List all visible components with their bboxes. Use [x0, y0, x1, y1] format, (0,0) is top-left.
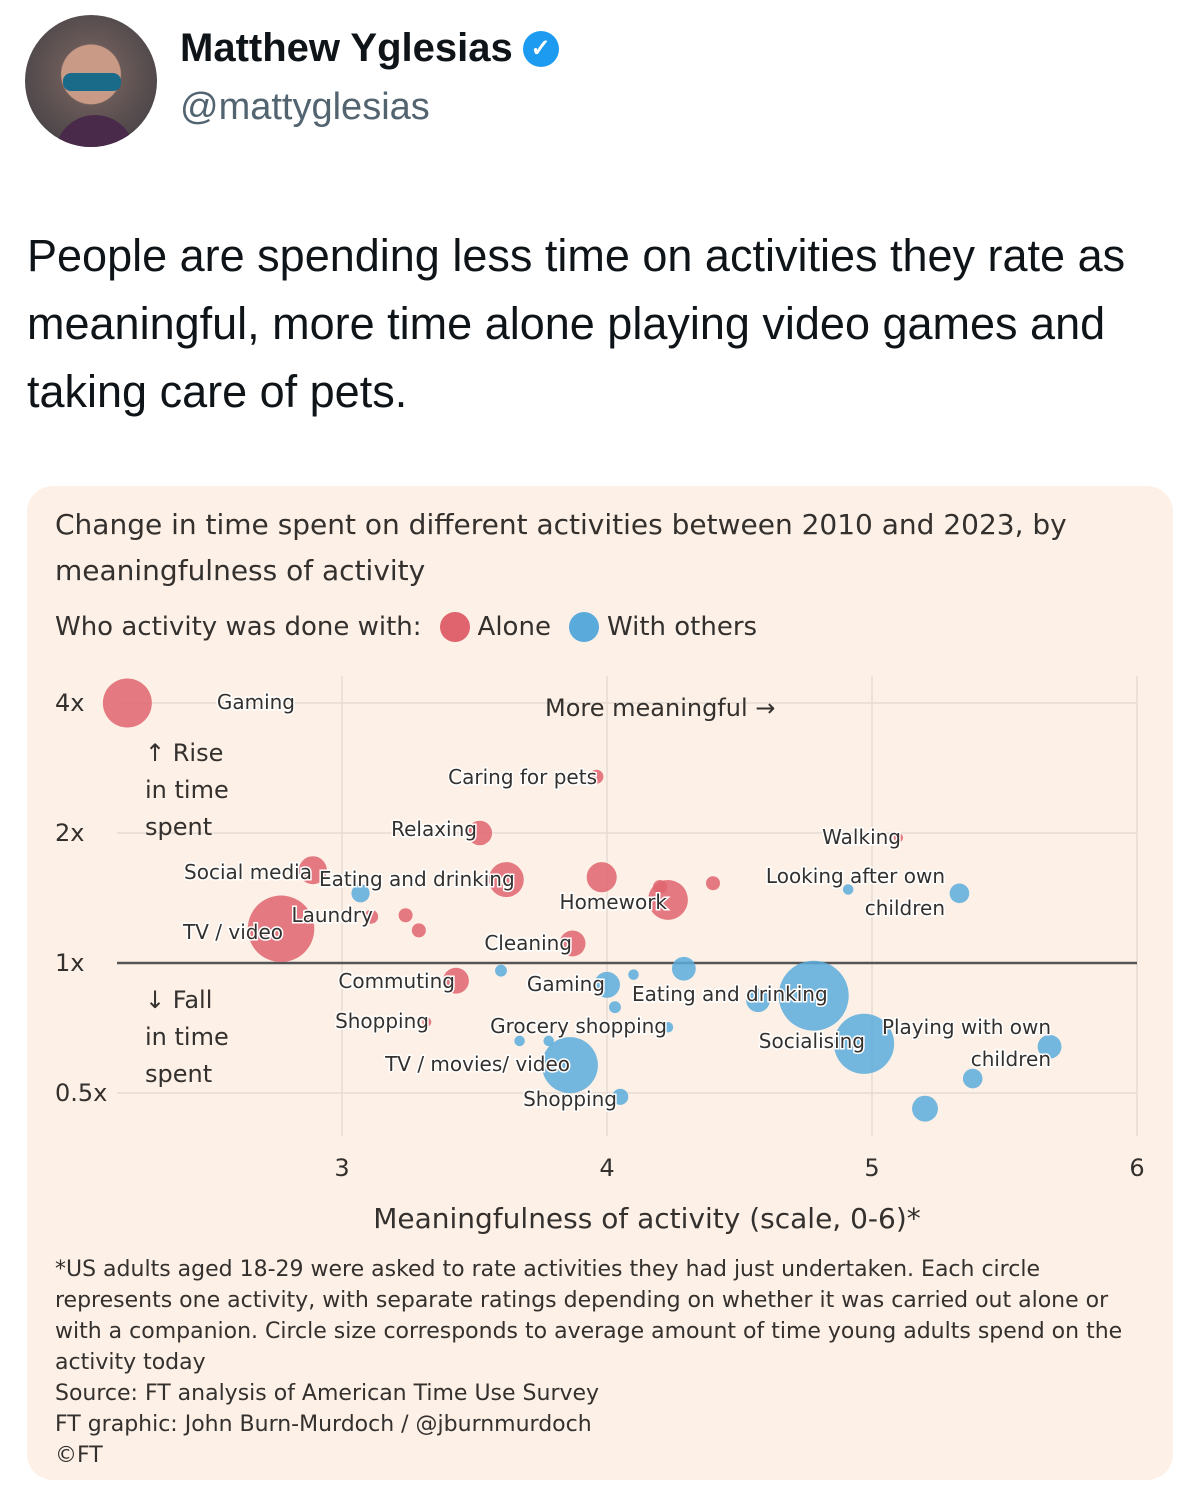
- data-point-with-others: [671, 956, 696, 981]
- data-point-alone: [102, 678, 152, 728]
- data-point-alone: [488, 862, 524, 898]
- data-label: Playing with own: [882, 1015, 1051, 1039]
- annotation-rise: in time: [145, 776, 229, 804]
- data-point-alone: [247, 895, 315, 963]
- data-point-with-others: [541, 1037, 598, 1094]
- annotation-fall: in time: [145, 1023, 229, 1051]
- data-label: Grocery shopping: [490, 1014, 667, 1038]
- chart-title: Change in time spent on different activi…: [55, 508, 1067, 587]
- data-point-with-others: [612, 1088, 629, 1105]
- annotation-more-meaningful: More meaningful →: [545, 694, 775, 722]
- data-point-with-others: [746, 988, 770, 1013]
- legend: Who activity was done with: Alone With o…: [55, 612, 757, 642]
- data-point-with-others: [514, 1035, 525, 1047]
- data-point-alone: [298, 856, 327, 885]
- data-point-with-others: [662, 1021, 674, 1033]
- author-name-text[interactable]: Matthew Yglesias: [180, 26, 513, 70]
- x-tick-label: 6: [1129, 1154, 1144, 1182]
- legend-alone: Alone: [477, 612, 551, 642]
- legend-others: With others: [606, 612, 758, 642]
- data-point-with-others: [594, 971, 620, 998]
- legend-others-swatch: [568, 612, 599, 642]
- data-point-alone: [467, 820, 493, 846]
- data-label: Eating and drinking: [632, 982, 828, 1006]
- data-label: Commuting: [338, 969, 455, 993]
- data-point-alone: [411, 923, 426, 938]
- avatar[interactable]: [25, 15, 157, 147]
- data-point-alone: [893, 833, 904, 843]
- data-point-alone: [706, 876, 720, 891]
- tweet-text: People are spending less time on activit…: [27, 230, 1126, 417]
- data-point-with-others: [949, 883, 970, 904]
- legend-label: Who activity was done with:: [55, 612, 422, 642]
- data-label: Shopping: [523, 1087, 617, 1111]
- data-label: Relaxing: [391, 817, 477, 841]
- data-label: Walking: [822, 825, 901, 849]
- data-point-with-others: [495, 964, 507, 977]
- data-point-with-others: [543, 1035, 554, 1047]
- data-label: Eating and drinking: [319, 867, 515, 891]
- author-handle[interactable]: @mattyglesias: [180, 86, 430, 128]
- shirt: [55, 115, 135, 147]
- data-point-with-others: [351, 884, 370, 903]
- credit: FT graphic: John Burn-Murdoch / @jburnmu…: [55, 1412, 592, 1437]
- sunglasses: [63, 73, 121, 91]
- y-tick-label: 2x: [55, 819, 84, 847]
- data-point-alone: [422, 1017, 432, 1027]
- y-tick-label: 4x: [55, 689, 84, 717]
- data-point-with-others: [912, 1095, 938, 1122]
- data-point-with-others: [628, 969, 639, 980]
- data-label: Shopping: [335, 1009, 429, 1033]
- data-label: Social media: [184, 860, 312, 884]
- data-point-alone: [586, 862, 617, 893]
- data-label: Gaming: [527, 972, 605, 996]
- annotation-fall: spent: [145, 1060, 212, 1088]
- data-label: Homework: [560, 890, 668, 914]
- data-point-with-others: [609, 1001, 621, 1014]
- data-point-with-others: [1037, 1034, 1062, 1059]
- copyright: ©FT: [55, 1443, 103, 1468]
- annotation-rise: ↑ Rise: [145, 739, 223, 767]
- data-label: children: [971, 1047, 1051, 1071]
- x-axis-title: Meaningfulness of activity (scale, 0-6)*: [373, 1202, 921, 1235]
- data-point-with-others: [842, 884, 854, 895]
- data-point-with-others: [833, 1013, 895, 1074]
- data-label: Laundry: [291, 903, 373, 927]
- data-label: Looking after own: [766, 864, 945, 888]
- data-label: TV / movies/ video: [384, 1052, 570, 1076]
- data-label: Caring for pets: [448, 765, 597, 789]
- footnote: *US adults aged 18-29 were asked to rate…: [55, 1257, 1123, 1375]
- data-label: children: [865, 896, 945, 920]
- scatter-plot: 3 4 5 6 4x 2x 1x 0.5x Meaningfulness of activity…: [55, 676, 1145, 1235]
- data-point-with-others: [778, 960, 849, 1031]
- verified-badge-icon: ✓: [522, 30, 559, 67]
- annotation-rise: spent: [145, 813, 212, 841]
- legend-alone-swatch: [439, 612, 470, 642]
- data-label: Socialising: [759, 1029, 865, 1053]
- data-point-alone: [398, 908, 413, 923]
- x-tick-label: 3: [334, 1154, 349, 1182]
- data-point-alone: [653, 879, 667, 894]
- source: Source: FT analysis of American Time Use…: [55, 1381, 600, 1406]
- data-point-with-others: [962, 1068, 983, 1089]
- chart-card[interactable]: Change in time spent on different activi…: [27, 486, 1173, 1480]
- data-point-alone: [443, 967, 469, 994]
- data-point-alone: [559, 930, 586, 957]
- data-label: Cleaning: [484, 931, 572, 955]
- data-label: Gaming: [217, 690, 295, 714]
- y-tick-label: 1x: [55, 949, 84, 977]
- data-point-alone: [364, 909, 379, 924]
- x-tick-label: 4: [599, 1154, 614, 1182]
- x-tick-label: 5: [864, 1154, 879, 1182]
- data-point-alone: [589, 769, 604, 784]
- footnotes: *US adults aged 18-29 were asked to rate…: [55, 1254, 1145, 1471]
- y-tick-label: 0.5x: [55, 1079, 107, 1107]
- annotation-fall: ↓ Fall: [145, 986, 212, 1014]
- data-label: TV / video: [182, 920, 283, 944]
- author-name[interactable]: Matthew Yglesias ✓: [180, 26, 559, 71]
